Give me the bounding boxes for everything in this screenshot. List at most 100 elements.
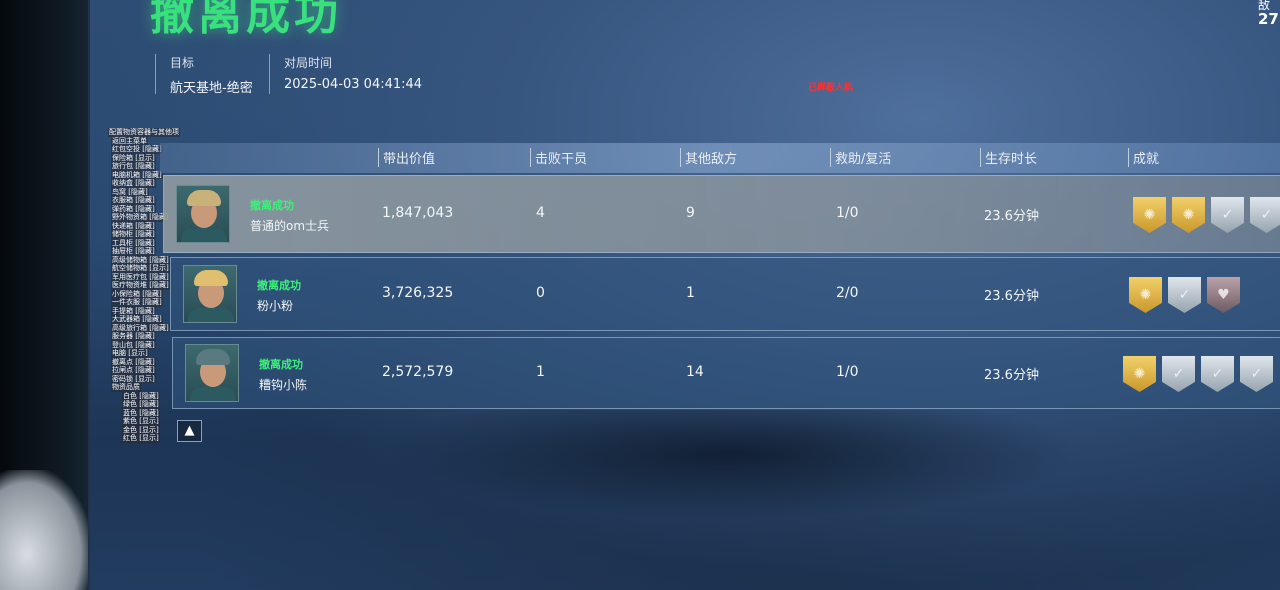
overlay-menu-item[interactable]: 收纳盒 [隐藏]	[111, 179, 156, 188]
overlay-menu-item[interactable]: 军用医疗包 [隐藏]	[111, 272, 170, 281]
cell-value: 2,572,579	[382, 364, 454, 380]
avatar	[176, 185, 230, 243]
cell-others: 14	[686, 364, 704, 380]
achievement-badge-icon[interactable]: ✓	[1250, 197, 1280, 233]
player-row[interactable]: 撤离成功 糟钩小陈 2,572,579 1 14 1/0 23.6分钟 ✺ ✓ ✓ ✓	[172, 337, 1280, 409]
overlay-menu-item[interactable]: 大武器箱 [隐藏]	[111, 315, 163, 324]
bot-notice: 已屏蔽人机	[808, 83, 854, 93]
cell-survive: 23.6分钟	[984, 368, 1039, 383]
overlay-menu-item[interactable]: 绿色 [隐藏]	[122, 400, 160, 409]
player-name: 糟钩小陈	[259, 378, 308, 392]
column-header: 击败干员	[530, 148, 587, 167]
overlay-menu-item[interactable]: 白色 [隐藏]	[122, 391, 160, 400]
column-header: 救助/复活	[830, 148, 891, 167]
overlay-menu-item[interactable]: 野外物资箱 [隐藏]	[111, 213, 170, 222]
overlay-menu-item[interactable]: 红包空投 [隐藏]	[111, 145, 163, 154]
overlay-menu-item[interactable]: 蓝色 [隐藏]	[122, 408, 160, 417]
cell-value: 1,847,043	[382, 205, 454, 221]
overlay-menu-item[interactable]: 航空储物箱 [显示]	[111, 264, 170, 273]
achievement-badges: ✺ ✺ ✓ ✓	[1133, 197, 1280, 233]
overlay-menu-item[interactable]: 旅行包 [隐藏]	[111, 162, 156, 171]
overlay-menu-item[interactable]: 快递箱 [隐藏]	[111, 221, 156, 230]
cell-assist: 2/0	[836, 285, 859, 301]
overlay-menu-item[interactable]: 金色 [显示]	[122, 425, 160, 434]
cell-kills: 0	[536, 285, 545, 301]
player-name: 普通的om士兵	[250, 219, 330, 233]
overlay-menu-item[interactable]: 高级储物箱 [隐藏]	[111, 255, 170, 264]
player-name: 粉小粉	[257, 299, 294, 313]
column-header: 成就	[1128, 148, 1159, 167]
achievement-badge-icon[interactable]: ✓	[1211, 197, 1244, 233]
achievement-badge-icon[interactable]: ✺	[1129, 277, 1162, 313]
overlay-menu-item[interactable]: 衣服箱 [隐藏]	[111, 196, 156, 205]
extract-status: 撤离成功	[250, 199, 294, 212]
target-label: 目标	[170, 56, 195, 70]
target-info: 目标 航天基地-绝密	[155, 54, 253, 96]
overlay-menu-item[interactable]: 返回主菜单	[111, 136, 148, 145]
overlay-menu-item[interactable]: 电脑机箱 [隐藏]	[111, 170, 163, 179]
player-row[interactable]: 撤离成功 普通的om士兵 1,847,043 4 9 1/0 23.6分钟 ✺ ✺ ✓ ✓	[163, 175, 1280, 253]
achievement-badges: ✺ ✓ ✓ ✓	[1123, 356, 1273, 392]
warning-triangle-icon: ▲	[184, 423, 195, 438]
cell-kills: 1	[536, 364, 545, 380]
column-header: 其他敌方	[680, 148, 737, 167]
achievement-badge-icon[interactable]: ✓	[1162, 356, 1195, 392]
achievement-badges: ✺ ✓ ♥	[1129, 277, 1240, 313]
overlay-menu-item[interactable]: 配置物资容器与其他项	[108, 128, 180, 137]
overlay-menu-item[interactable]: 拉闸点 [隐藏]	[111, 366, 156, 375]
achievement-badge-icon[interactable]: ✓	[1201, 356, 1234, 392]
background-object	[0, 470, 90, 590]
match-time-value: 2025-04-03 04:41:44	[284, 77, 423, 92]
overlay-menu-item[interactable]: 电脑 [显示]	[111, 349, 149, 358]
overlay-menu: 配置物资容器与其他项 返回主菜单 红包空投 [隐藏] 保险箱 [显示] 旅行包 [隐藏]…	[108, 128, 180, 443]
cell-kills: 4	[536, 205, 545, 221]
achievement-badge-icon[interactable]: ♥	[1207, 277, 1240, 313]
match-time-info: 对局时间 2025-04-03 04:41:44	[269, 54, 422, 94]
overlay-menu-item[interactable]: 红色 [显示]	[122, 434, 160, 443]
overlay-menu-item[interactable]: 工具柜 [隐藏]	[111, 238, 156, 247]
achievement-badge-icon[interactable]: ✺	[1123, 356, 1156, 392]
cell-value: 3,726,325	[382, 285, 454, 301]
achievement-badge-icon[interactable]: ✓	[1168, 277, 1201, 313]
overlay-menu-item[interactable]: 储物柜 [隐藏]	[111, 230, 156, 239]
cell-survive: 23.6分钟	[984, 209, 1039, 224]
warning-button[interactable]: ▲	[177, 420, 202, 442]
overlay-menu-item[interactable]: 鸟窝 [隐藏]	[111, 187, 149, 196]
overlay-menu-item[interactable]: 密码锁 [显示]	[111, 374, 156, 383]
overlay-menu-item[interactable]: 一件衣服 [隐藏]	[111, 298, 163, 307]
column-header: 生存时长	[980, 148, 1037, 167]
target-value: 航天基地-绝密	[170, 81, 253, 96]
achievement-badge-icon[interactable]: ✺	[1172, 197, 1205, 233]
cell-assist: 1/0	[836, 364, 859, 380]
overlay-menu-item[interactable]: 物资品质	[111, 383, 141, 392]
player-row[interactable]: 撤离成功 粉小粉 3,726,325 0 1 2/0 23.6分钟 ✺ ✓ ♥	[170, 257, 1280, 331]
achievement-badge-icon[interactable]: ✓	[1240, 356, 1273, 392]
overlay-menu-item[interactable]: 撤离点 [隐藏]	[111, 357, 156, 366]
page-title: 撤离成功	[150, 0, 342, 40]
avatar	[183, 265, 237, 323]
overlay-menu-item[interactable]: 紫色 [显示]	[122, 417, 160, 426]
cell-others: 1	[686, 285, 695, 301]
table-header: 带出价值 击败干员 其他敌方 救助/复活 生存时长 成就	[160, 143, 1280, 173]
column-header: 带出价值	[378, 148, 435, 167]
extract-status: 撤离成功	[257, 279, 301, 292]
achievement-badge-icon[interactable]: ✺	[1133, 197, 1166, 233]
cell-survive: 23.6分钟	[984, 289, 1039, 304]
overlay-menu-item[interactable]: 医疗物资堆 [隐藏]	[111, 281, 170, 290]
overlay-menu-item[interactable]: 抽屉柜 [隐藏]	[111, 247, 156, 256]
cell-others: 9	[686, 205, 695, 221]
overlay-menu-item[interactable]: 登山包 [隐藏]	[111, 340, 156, 349]
top-right-count: 275	[1258, 10, 1280, 28]
overlay-menu-item[interactable]: 高级旅行箱 [隐藏]	[111, 323, 170, 332]
overlay-menu-item[interactable]: 手提箱 [隐藏]	[111, 306, 156, 315]
match-time-label: 对局时间	[284, 56, 333, 70]
overlay-menu-item[interactable]: 保险箱 [显示]	[111, 153, 156, 162]
background-scene	[380, 410, 1080, 520]
overlay-menu-item[interactable]: 服务器 [隐藏]	[111, 332, 156, 341]
overlay-menu-item[interactable]: 小保险箱 [隐藏]	[111, 289, 163, 298]
cell-assist: 1/0	[836, 205, 859, 221]
top-right-label: 敌	[1258, 0, 1271, 12]
extract-status: 撤离成功	[259, 358, 303, 371]
avatar	[185, 344, 239, 402]
overlay-menu-item[interactable]: 弹药箱 [隐藏]	[111, 204, 156, 213]
